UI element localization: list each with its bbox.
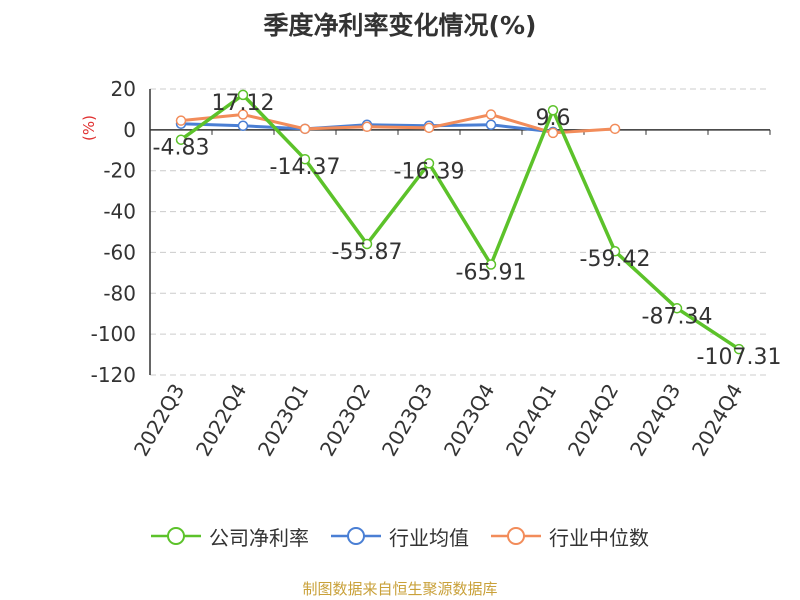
data-point (423, 158, 435, 169)
data-point (237, 89, 249, 101)
legend-marker-icon (331, 527, 381, 545)
y-tick-label: -120 (91, 363, 136, 387)
data-point (547, 104, 559, 116)
x-tick-label: 2024Q3 (625, 380, 685, 461)
legend-marker-icon (151, 527, 201, 545)
y-tick-label: -40 (103, 200, 136, 224)
data-point (485, 119, 497, 130)
legend-label: 公司净利率 (209, 525, 309, 550)
y-tick-label: -80 (103, 281, 136, 305)
legend-marker-icon (491, 527, 541, 545)
data-label: -107.31 (697, 345, 782, 370)
x-tick-label: 2023Q4 (439, 380, 499, 461)
legend: 公司净利率 行业均值 行业中位数 (0, 518, 800, 554)
legend-item[interactable]: 行业均值 (331, 522, 469, 551)
legend-label: 行业均值 (389, 525, 469, 550)
legend-item[interactable]: 行业中位数 (491, 522, 649, 551)
data-point (423, 122, 435, 134)
legend-item[interactable]: 公司净利率 (151, 522, 309, 551)
legend-circle (167, 527, 185, 545)
data-point (609, 123, 621, 135)
y-tick-label: -60 (103, 240, 136, 264)
data-label: -87.34 (642, 304, 713, 329)
x-tick-label: 2023Q2 (315, 380, 375, 461)
x-tick-label: 2024Q4 (687, 380, 747, 461)
data-point (609, 245, 621, 257)
data-point (175, 134, 187, 145)
data-point (485, 259, 497, 270)
source-note: 制图数据来自恒生聚源数据库 (302, 580, 498, 598)
series-layer (175, 89, 745, 355)
legend-circle (347, 527, 365, 545)
data-point (237, 120, 249, 132)
data-label: 17.12 (212, 91, 275, 116)
data-label: -14.37 (270, 155, 341, 180)
x-tick-label: 2023Q1 (253, 380, 313, 461)
legend-label: 行业中位数 (549, 525, 649, 550)
data-point (175, 115, 187, 126)
y-tick-label: -20 (103, 159, 136, 183)
data-point (361, 238, 373, 250)
data-point (547, 127, 559, 139)
x-tick-label: 2023Q3 (377, 380, 437, 461)
legend-circle (507, 527, 525, 545)
x-tick-label: 2022Q3 (129, 380, 189, 461)
y-tick-label: 20 (111, 77, 136, 101)
y-axis-title: (%) (80, 115, 98, 141)
x-tick-label: 2022Q4 (191, 380, 251, 461)
data-label: -55.87 (332, 240, 403, 265)
data-point (671, 303, 683, 314)
chart-title: 季度净利率变化情况(%) (263, 11, 537, 40)
data-label: -65.91 (456, 261, 527, 286)
series-line (180, 113, 616, 135)
data-point (733, 343, 745, 355)
y-tick-label: -100 (91, 322, 136, 346)
data-point (237, 109, 249, 120)
x-tick-label: 2024Q2 (563, 380, 623, 461)
data-point (299, 153, 311, 165)
data-label: -59.42 (580, 247, 651, 272)
data-label: -16.39 (394, 159, 465, 184)
y-tick-label: 0 (123, 118, 136, 142)
data-point (485, 109, 497, 120)
x-tick-label: 2024Q1 (501, 380, 561, 461)
series-line (179, 93, 740, 351)
data-label: -4.83 (153, 136, 210, 161)
data-point (299, 123, 311, 135)
data-label: 9.6 (536, 106, 571, 131)
grid-layer (150, 88, 770, 376)
data-point (361, 121, 373, 133)
